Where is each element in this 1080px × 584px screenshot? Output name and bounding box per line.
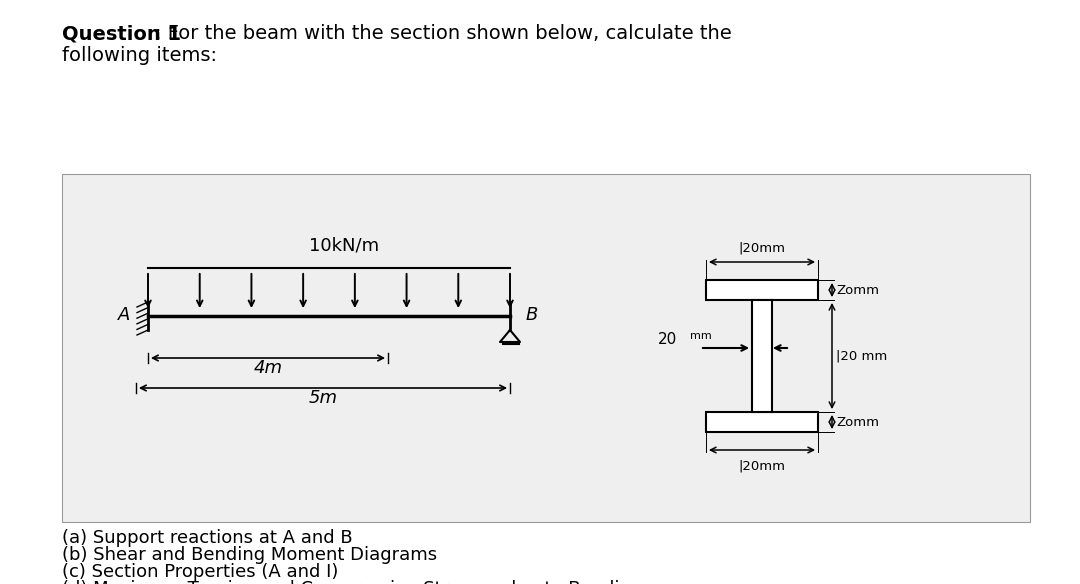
Text: |20mm: |20mm (739, 460, 785, 473)
Text: 20: 20 (658, 332, 677, 347)
Text: |20 mm: |20 mm (836, 349, 888, 363)
Bar (706, 412, 818, 432)
Text: Zomm: Zomm (836, 283, 879, 297)
Text: 4m: 4m (254, 359, 283, 377)
Text: A: A (118, 306, 131, 324)
Text: mm: mm (690, 331, 712, 341)
Text: 10kN/m: 10kN/m (309, 236, 379, 254)
Text: : For the beam with the section shown below, calculate the: : For the beam with the section shown be… (156, 24, 732, 43)
Text: B: B (526, 306, 538, 324)
Text: Zomm: Zomm (836, 415, 879, 429)
Bar (62, 174, 1030, 522)
Text: 5m: 5m (309, 389, 337, 407)
Text: (d) Maximum Tension and Compression Stresses due to Bending: (d) Maximum Tension and Compression Stre… (62, 580, 643, 584)
Text: Question 1: Question 1 (62, 24, 181, 43)
Text: (b) Shear and Bending Moment Diagrams: (b) Shear and Bending Moment Diagrams (62, 546, 437, 564)
Text: |20mm: |20mm (739, 241, 785, 254)
Bar (706, 280, 818, 300)
Bar (752, 300, 772, 412)
Text: (c) Section Properties (A and I): (c) Section Properties (A and I) (62, 563, 338, 581)
Text: (a) Support reactions at A and B: (a) Support reactions at A and B (62, 529, 353, 547)
Text: following items:: following items: (62, 46, 217, 65)
